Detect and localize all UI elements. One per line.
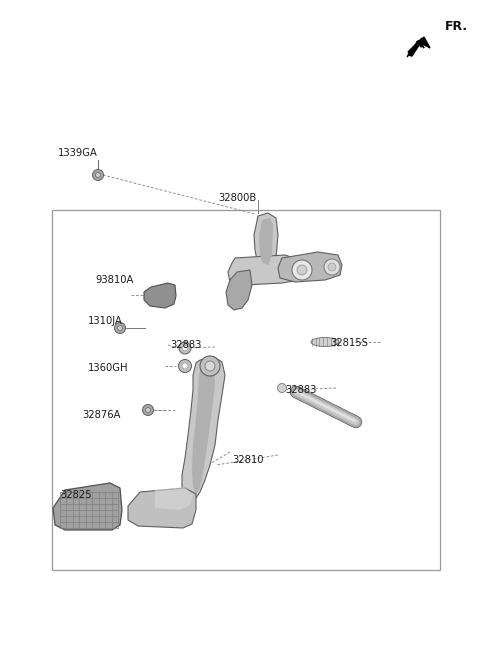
Circle shape bbox=[292, 260, 312, 280]
Circle shape bbox=[182, 345, 188, 351]
Text: FR.: FR. bbox=[445, 20, 468, 33]
Text: 32825: 32825 bbox=[60, 490, 92, 500]
Polygon shape bbox=[254, 213, 278, 270]
Circle shape bbox=[200, 356, 220, 376]
Polygon shape bbox=[128, 488, 196, 528]
Circle shape bbox=[118, 325, 122, 330]
Polygon shape bbox=[408, 40, 424, 54]
Text: 32876A: 32876A bbox=[82, 410, 120, 420]
Polygon shape bbox=[192, 360, 215, 494]
Circle shape bbox=[182, 363, 188, 369]
Polygon shape bbox=[278, 252, 342, 282]
Circle shape bbox=[328, 263, 336, 271]
Ellipse shape bbox=[311, 338, 339, 346]
Polygon shape bbox=[155, 487, 193, 510]
Polygon shape bbox=[259, 218, 273, 265]
Circle shape bbox=[277, 384, 287, 392]
Polygon shape bbox=[408, 38, 426, 56]
Text: 1310JA: 1310JA bbox=[88, 316, 123, 326]
Text: 32800B: 32800B bbox=[218, 193, 256, 203]
Circle shape bbox=[93, 170, 104, 181]
Circle shape bbox=[324, 259, 340, 275]
Polygon shape bbox=[407, 37, 430, 57]
Polygon shape bbox=[228, 255, 302, 285]
Circle shape bbox=[179, 342, 191, 354]
Circle shape bbox=[115, 323, 125, 334]
Circle shape bbox=[96, 173, 100, 177]
Circle shape bbox=[205, 361, 215, 371]
Text: 1339GA: 1339GA bbox=[58, 148, 98, 158]
Text: 1360GH: 1360GH bbox=[88, 363, 129, 373]
Polygon shape bbox=[226, 270, 252, 310]
Text: 32815S: 32815S bbox=[330, 338, 368, 348]
Text: 32883: 32883 bbox=[170, 340, 202, 350]
Text: 32810: 32810 bbox=[232, 455, 264, 465]
Text: 32883: 32883 bbox=[285, 385, 316, 395]
Circle shape bbox=[297, 265, 307, 275]
Text: 93810A: 93810A bbox=[95, 275, 133, 285]
Polygon shape bbox=[182, 357, 225, 498]
Polygon shape bbox=[53, 483, 122, 530]
Bar bbox=[52, 210, 440, 570]
Circle shape bbox=[143, 405, 154, 415]
Polygon shape bbox=[144, 283, 176, 308]
Circle shape bbox=[145, 407, 150, 413]
Circle shape bbox=[179, 359, 192, 373]
